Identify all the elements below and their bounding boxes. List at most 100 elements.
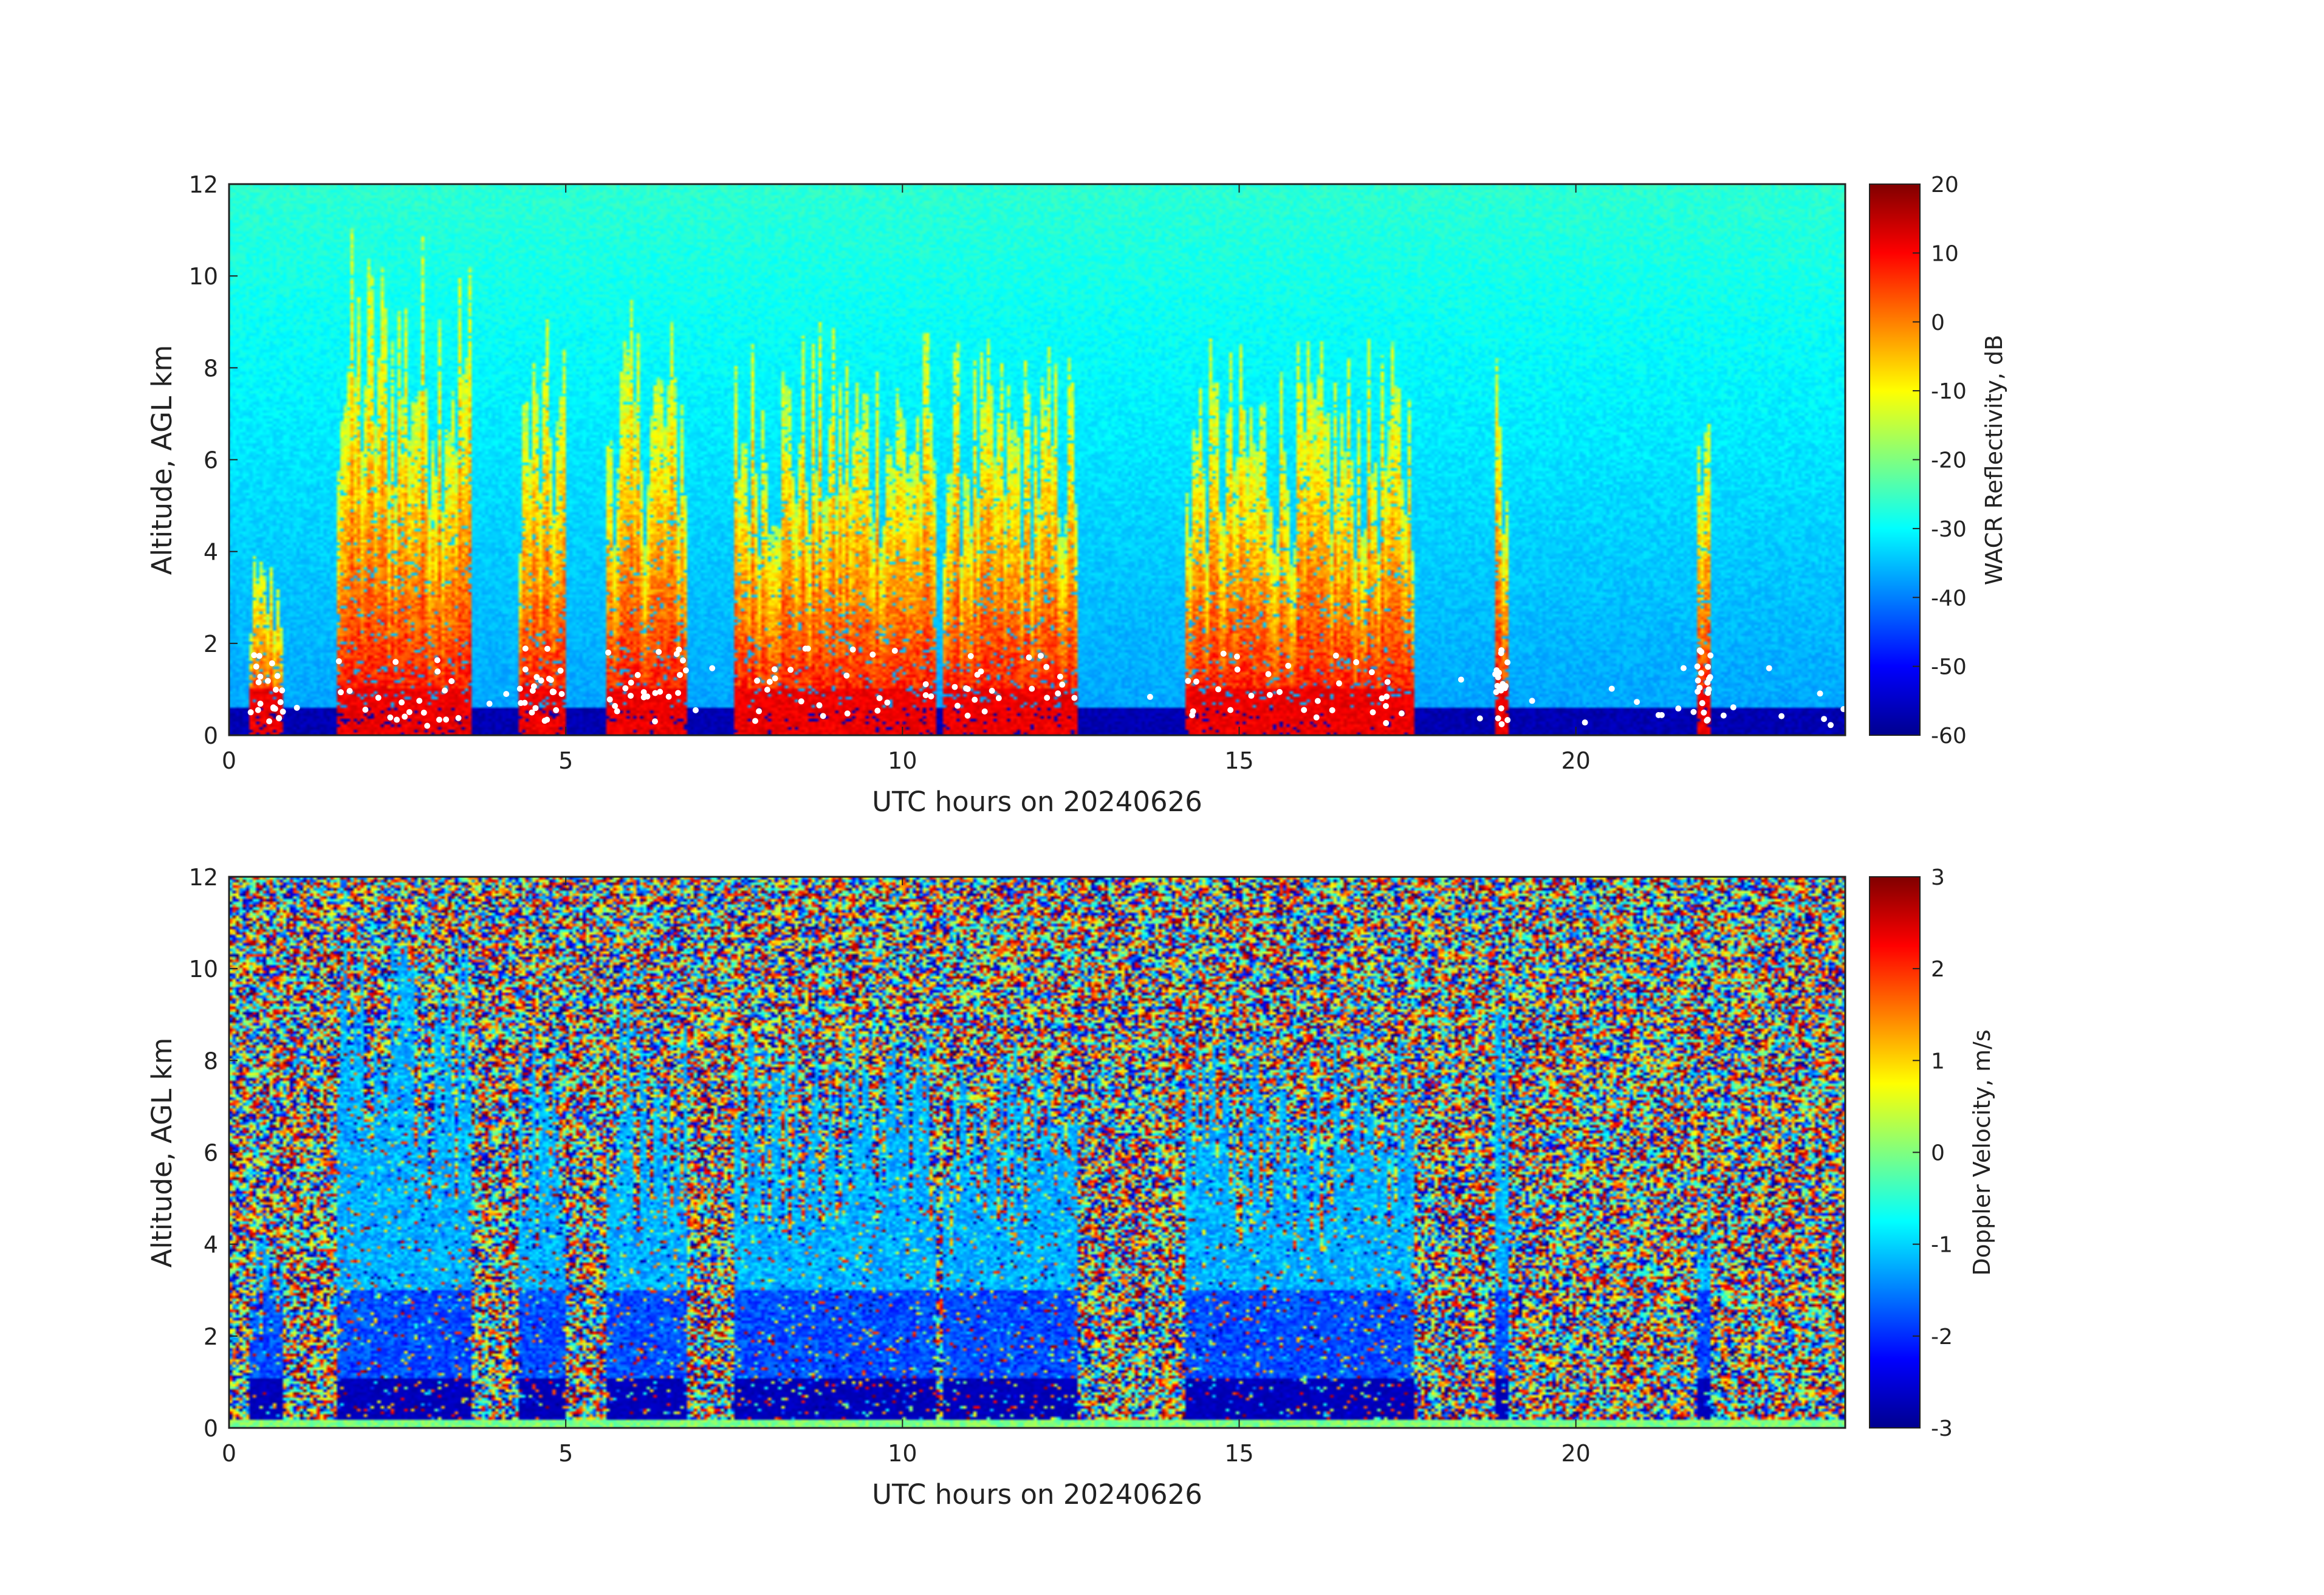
cloud-base-dot	[394, 716, 400, 723]
cloud-base-dot	[442, 687, 448, 694]
cloud-base-dot	[532, 705, 539, 712]
cloud-base-dot	[951, 684, 958, 690]
cloud-base-dot	[634, 671, 641, 678]
cloud-base-dot	[1383, 720, 1390, 727]
cloud-base-dot	[771, 666, 778, 673]
cloud-base-dot	[665, 693, 672, 700]
cloud-base-dot	[547, 677, 554, 684]
cloud-base-dot	[606, 696, 613, 703]
cloud-base-dot	[518, 700, 524, 707]
cloud-base-dot	[640, 694, 647, 701]
cloud-base-dot	[1817, 690, 1823, 697]
cloud-base-dot	[1704, 679, 1711, 686]
cloud-base-dot	[255, 707, 261, 713]
colorbar-tick-label: 0	[1931, 1141, 1945, 1166]
cloud-base-dot	[1379, 695, 1385, 702]
cloud-base-dot	[1500, 681, 1506, 687]
cloud-base-dot	[1778, 713, 1785, 719]
cloud-base-dot	[544, 716, 550, 723]
cloud-base-dot	[1698, 670, 1705, 676]
cloud-base-dot	[1332, 653, 1339, 659]
cloud-base-dot	[1695, 688, 1701, 695]
cloud-base-dot	[402, 713, 408, 720]
cloud-base-dot	[279, 708, 286, 715]
x-tick-label: 15	[1224, 747, 1253, 774]
x-axis-label: UTC hours on 20240626	[872, 1478, 1202, 1511]
cloud-base-dot	[1368, 669, 1375, 676]
cloud-base-dot	[922, 681, 929, 688]
cloud-base-dot	[869, 651, 876, 658]
cloud-base-dot	[995, 695, 1002, 702]
cloud-base-dot	[406, 708, 413, 715]
colorbar-tick-label: -40	[1931, 586, 1967, 611]
cloud-base-dot	[1266, 691, 1273, 698]
cloud-base-dot	[538, 677, 544, 684]
cloud-base-dot	[522, 666, 529, 673]
cloud-base-dot	[424, 722, 431, 729]
y-tick-label: 12	[189, 864, 218, 891]
cloud-base-dot	[1285, 662, 1292, 669]
cloud-base-dot	[756, 708, 763, 715]
cloud-base-dot	[628, 693, 634, 699]
cloud-base-dot	[1382, 702, 1389, 709]
cloud-base-dot	[605, 649, 612, 656]
y-tick-label: 0	[204, 722, 218, 749]
cloud-base-dot	[1233, 653, 1240, 660]
cloud-base-dot	[922, 692, 929, 699]
cloud-base-dot	[1680, 665, 1687, 671]
cloud-base-dot	[844, 710, 851, 717]
cloud-base-dot	[849, 646, 856, 653]
cloud-base-dot	[257, 701, 264, 707]
y-tick-label: 2	[204, 1323, 218, 1350]
cloud-base-dot	[1185, 677, 1191, 684]
cloud-base-dot	[989, 687, 995, 694]
cloud-base-dot	[754, 677, 761, 684]
cloud-base-dot	[1220, 650, 1227, 657]
cloud-base-dot	[337, 689, 344, 696]
cloud-base-dot	[1248, 693, 1255, 699]
colorbar-label: Doppler Velocity, m/s	[1969, 1029, 1995, 1275]
y-axis-ticks: 0 2 4 6 8 10 12	[189, 171, 238, 749]
cloud-base-dot	[1495, 715, 1501, 722]
cloud-base-dot	[764, 687, 770, 693]
colorbar-tick-label: -20	[1931, 448, 1967, 473]
cloud-base-dot	[255, 679, 262, 685]
cloud-base-dot	[544, 645, 550, 652]
cloud-base-dot	[1494, 682, 1501, 689]
cloud-base-dot	[651, 718, 658, 725]
cloud-base-dot	[766, 679, 773, 685]
cloud-base-dot	[346, 688, 353, 695]
colorbar-tick-label: -2	[1931, 1325, 1953, 1350]
cloud-base-dot	[1044, 695, 1051, 701]
reflectivity-heatmap	[229, 184, 1845, 735]
cloud-base-dot	[1690, 708, 1697, 715]
colorbar-tick-label: 20	[1931, 173, 1959, 197]
cloud-base-dot	[1658, 712, 1665, 718]
cloud-base-dot	[399, 699, 405, 706]
cloud-base-dot	[387, 714, 394, 721]
cloud-base-dot	[1476, 715, 1483, 722]
cloud-base-dot	[1227, 707, 1234, 713]
cloud-base-dot	[434, 657, 440, 664]
colorbar-tick-label: 0	[1931, 310, 1945, 335]
cloud-base-dot	[1695, 677, 1701, 684]
cloud-base-dot	[529, 709, 535, 716]
cloud-base-dot	[1057, 673, 1063, 680]
colorbar-tick-label: 2	[1931, 957, 1945, 982]
x-axis-ticks: 0 5 10 15 20	[222, 184, 1591, 774]
cloud-base-dot	[928, 693, 934, 700]
cloud-base-dot	[876, 695, 883, 701]
cloud-base-dot	[1313, 714, 1320, 721]
cloud-base-dot	[843, 672, 850, 679]
cloud-base-dot	[1699, 700, 1705, 707]
colorbar-tick-label: -60	[1931, 724, 1967, 749]
cloud-base-dot	[530, 683, 537, 690]
cloud-base-dot	[436, 716, 442, 723]
cloud-base-dot	[964, 712, 971, 719]
cloud-base-dot	[978, 668, 984, 675]
cloud-base-dot	[1353, 659, 1360, 665]
cloud-base-dot	[1029, 685, 1035, 692]
colorbar-tick-label: -30	[1931, 517, 1967, 542]
cloud-base-dot	[1495, 674, 1501, 681]
